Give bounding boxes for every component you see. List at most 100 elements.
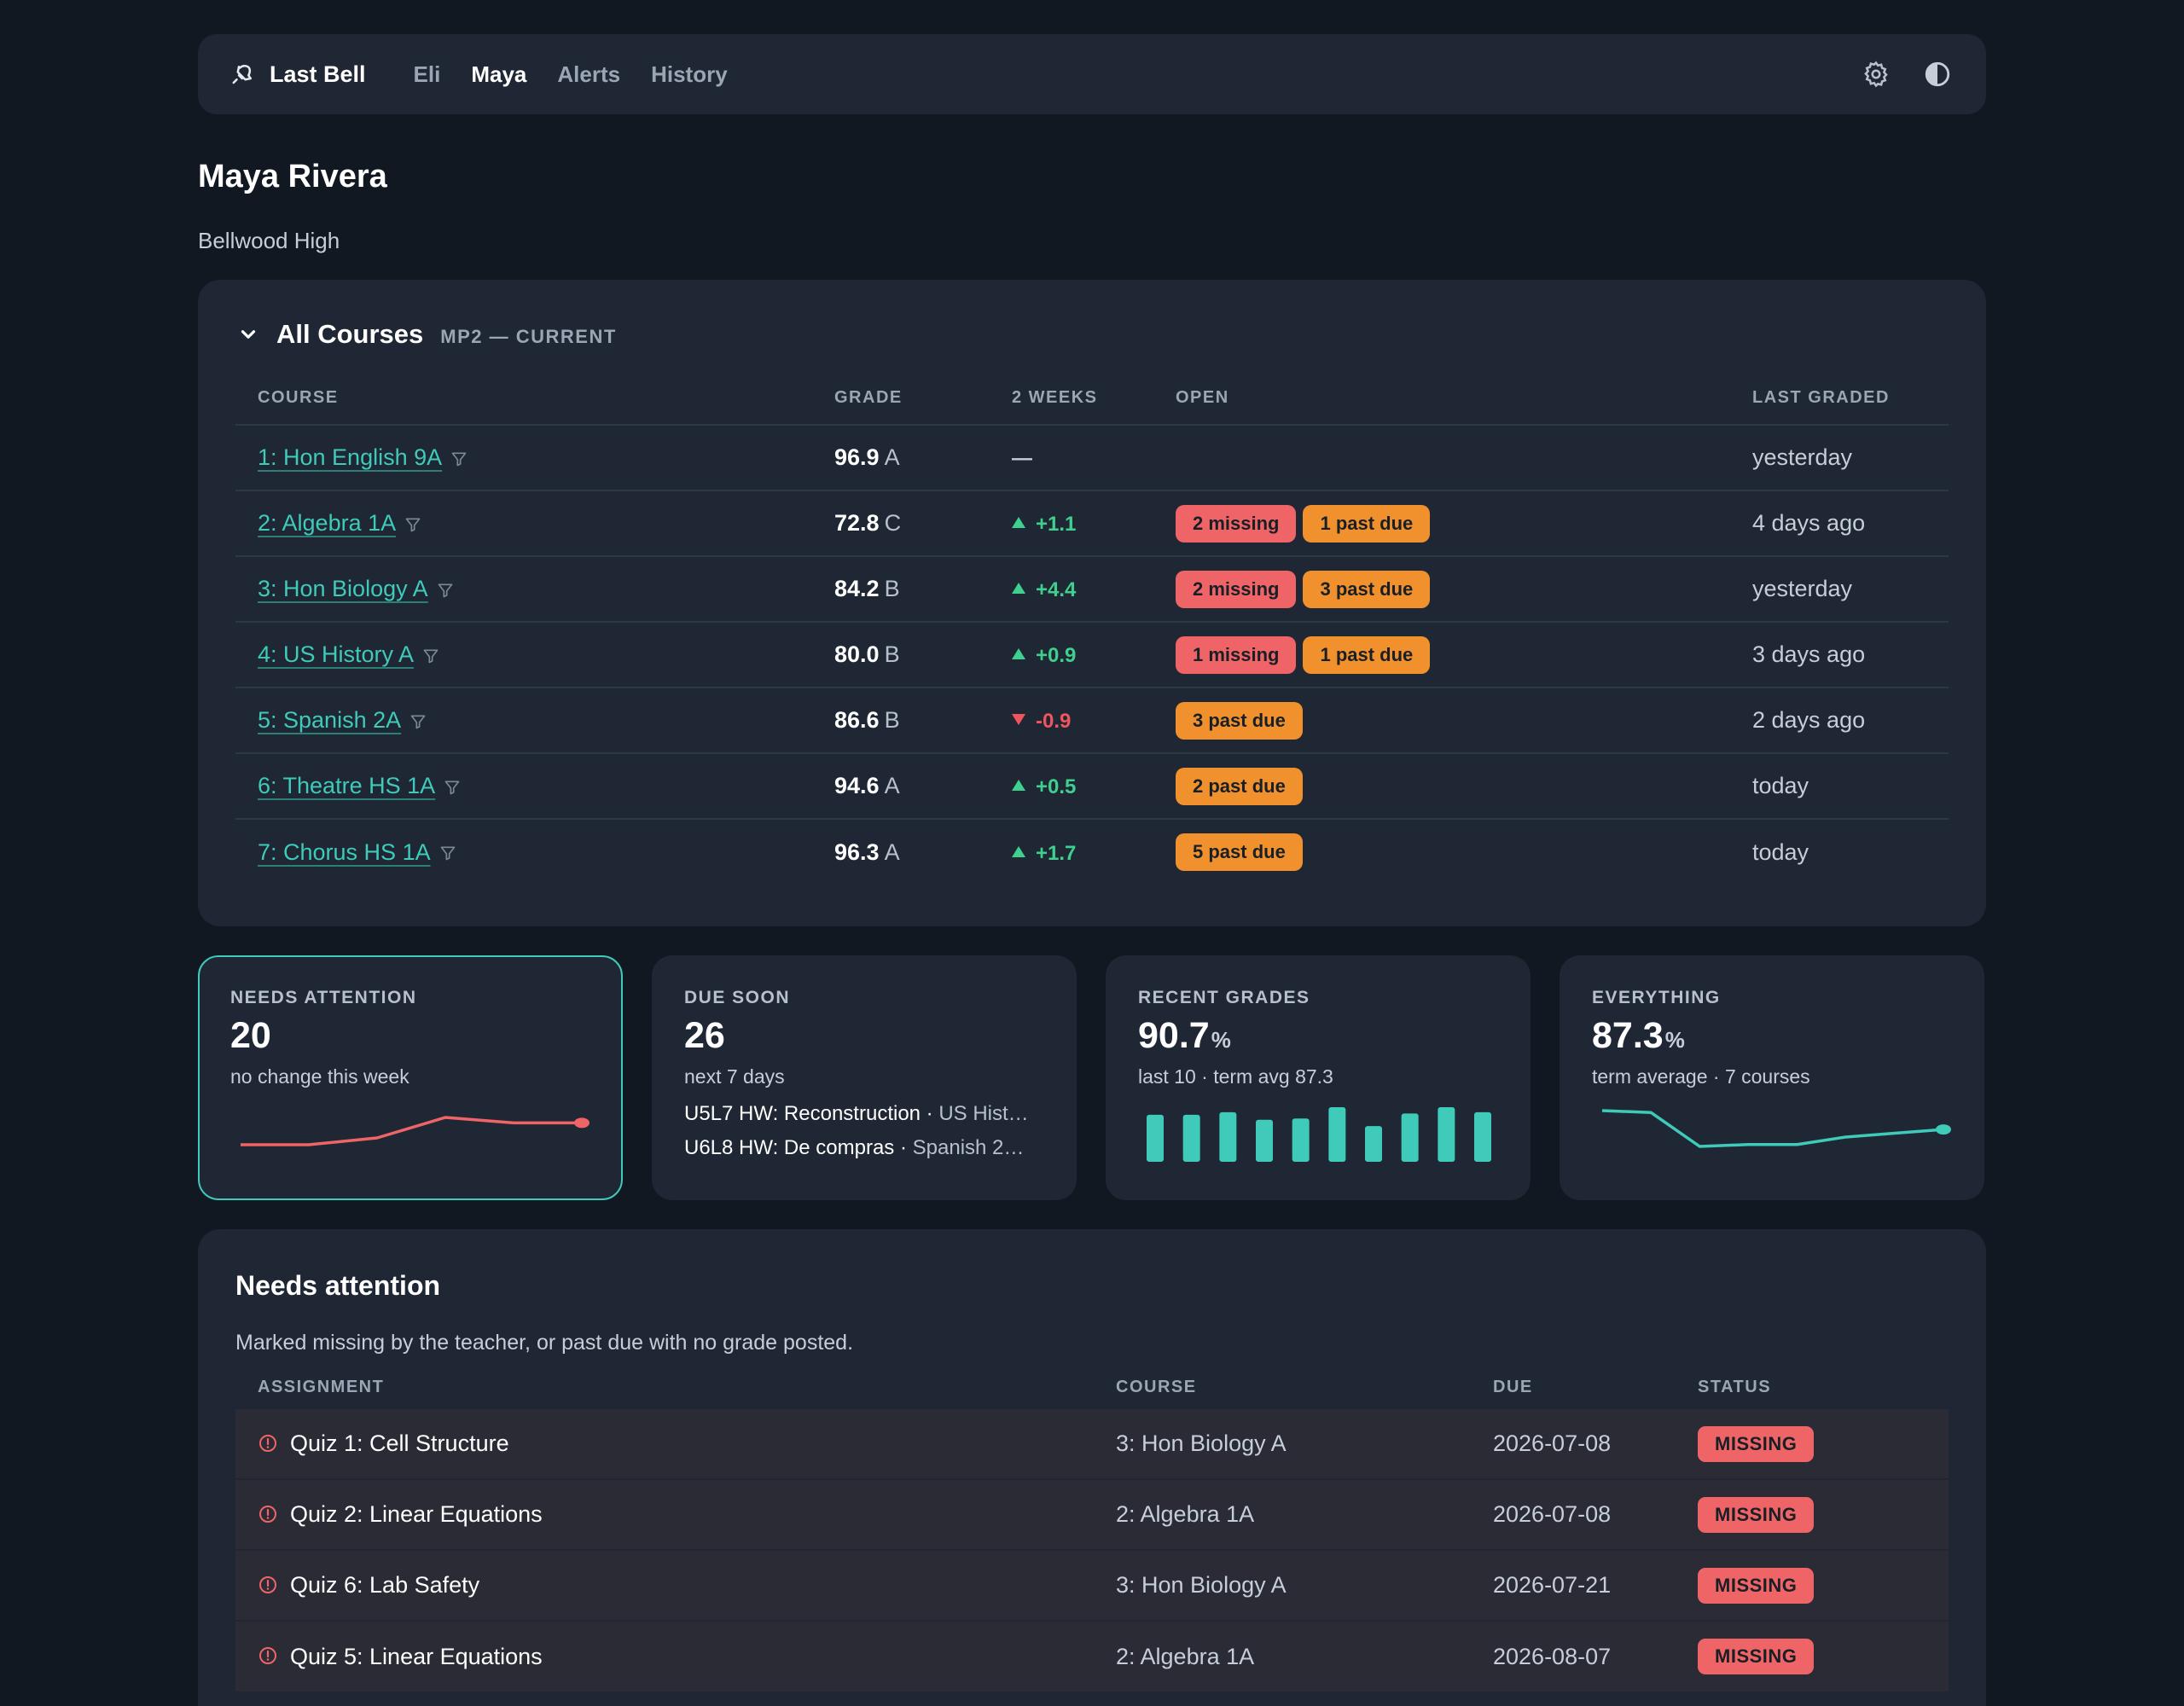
grade-bar bbox=[1147, 1114, 1164, 1162]
nav-link-maya[interactable]: Maya bbox=[471, 61, 527, 87]
assignment-cell: Quiz 2: Linear Equations bbox=[235, 1478, 1094, 1550]
nav-link-history[interactable]: History bbox=[651, 61, 728, 87]
card-value: 90.7% bbox=[1138, 1015, 1498, 1057]
past-due-badge[interactable]: 5 past due bbox=[1176, 833, 1303, 871]
course-link[interactable]: 2: Algebra 1A bbox=[258, 510, 397, 536]
course-link[interactable]: 7: Chorus HS 1A bbox=[258, 838, 431, 865]
course-link[interactable]: 1: Hon English 9A bbox=[258, 444, 443, 470]
card-title: DUE SOON bbox=[684, 988, 791, 1007]
needs-row[interactable]: Quiz 5: Linear Equations 2: Algebra 1A 202… bbox=[235, 1620, 1949, 1691]
assignment-name[interactable]: Quiz 2: Linear Equations bbox=[290, 1501, 543, 1527]
open-cell: 3 past due bbox=[1153, 688, 1730, 754]
filter-icon[interactable] bbox=[404, 516, 421, 533]
courses-title: All Courses bbox=[276, 319, 424, 349]
open-cell: 2 missing 3 past due bbox=[1153, 556, 1730, 623]
due-item-course: Spanish 2… bbox=[912, 1136, 1025, 1159]
filter-icon[interactable] bbox=[439, 844, 456, 862]
col-course: COURSE bbox=[235, 372, 812, 426]
theme-toggle-icon[interactable] bbox=[1923, 60, 1952, 89]
course-cell: 3: Hon Biology A bbox=[235, 556, 812, 623]
grade-value: 96.9 bbox=[834, 444, 880, 470]
course-row[interactable]: 7: Chorus HS 1A 96.3 A +1.7 5 past due today bbox=[235, 819, 1949, 885]
brand[interactable]: Last Bell bbox=[230, 61, 366, 88]
past-due-badge[interactable]: 1 past due bbox=[1303, 504, 1431, 543]
nav-link-eli[interactable]: Eli bbox=[413, 61, 441, 87]
due-item-course: US Hist… bbox=[938, 1102, 1029, 1125]
course-link[interactable]: 6: Theatre HS 1A bbox=[258, 773, 436, 798]
course-link[interactable]: 3: Hon Biology A bbox=[258, 576, 428, 601]
needs-row[interactable]: Quiz 1: Cell Structure 3: Hon Biology A 20… bbox=[235, 1407, 1949, 1479]
col-due: DUE bbox=[1493, 1378, 1533, 1396]
recent-grades-card[interactable]: RECENT GRADES 90.7% last 10 · term avg 8… bbox=[1106, 955, 1531, 1200]
past-due-badge[interactable]: 3 past due bbox=[1176, 701, 1303, 740]
course-link[interactable]: 5: Spanish 2A bbox=[258, 707, 402, 733]
assignment-name[interactable]: Quiz 5: Linear Equations bbox=[290, 1643, 543, 1669]
card-value: 87.3% bbox=[1592, 1015, 1952, 1057]
grade-bar bbox=[1256, 1119, 1273, 1162]
due-item[interactable]: U6L8 HW: De compras · Spanish 2… bbox=[684, 1136, 1025, 1159]
past-due-badge[interactable]: 3 past due bbox=[1303, 570, 1431, 608]
course-cell: 2: Algebra 1A bbox=[235, 490, 812, 557]
filter-icon[interactable] bbox=[422, 647, 439, 664]
missing-badge[interactable]: 1 missing bbox=[1176, 635, 1297, 674]
card-subtitle: last 10 · term avg 87.3 bbox=[1138, 1065, 1333, 1088]
card-value: 26 bbox=[684, 1015, 725, 1056]
everything-card[interactable]: EVERYTHING 87.3% term average · 7 course… bbox=[1560, 955, 1984, 1200]
status-badge: MISSING bbox=[1698, 1425, 1815, 1462]
card-value-unit: % bbox=[1664, 1027, 1685, 1053]
student-name: Maya Rivera bbox=[198, 159, 387, 194]
grade-bar bbox=[1438, 1107, 1455, 1162]
course-link[interactable]: 4: US History A bbox=[258, 641, 415, 667]
filter-icon[interactable] bbox=[410, 713, 427, 730]
assignment-name[interactable]: Quiz 1: Cell Structure bbox=[290, 1430, 509, 1456]
grade-value: 72.8 bbox=[834, 510, 880, 536]
card-value: 20 bbox=[230, 1015, 271, 1056]
needs-row[interactable]: Quiz 6: Lab Safety 3: Hon Biology A 2026-0… bbox=[235, 1549, 1949, 1621]
courses-header[interactable]: All Courses MP2 — CURRENT bbox=[235, 319, 1949, 350]
past-due-badge[interactable]: 1 past due bbox=[1303, 635, 1431, 674]
grade-letter: B bbox=[884, 707, 900, 733]
grade-bar bbox=[1182, 1114, 1200, 1162]
card-subtitle: no change this week bbox=[230, 1065, 410, 1088]
needs-row[interactable]: Quiz 2: Linear Equations 2: Algebra 1A 202… bbox=[235, 1478, 1949, 1550]
two-week-change: +0.5 bbox=[990, 753, 1153, 820]
last-graded: yesterday bbox=[1730, 556, 1949, 623]
trend-endpoint bbox=[1936, 1124, 1951, 1135]
course-row[interactable]: 6: Theatre HS 1A 94.6 A +0.5 2 past due today bbox=[235, 753, 1949, 820]
grade-bar bbox=[1292, 1118, 1310, 1162]
due-item[interactable]: U5L7 HW: Reconstruction · US Hist… bbox=[684, 1102, 1029, 1125]
course-row[interactable]: 3: Hon Biology A 84.2 B +4.4 2 missing 3 past… bbox=[235, 556, 1949, 623]
past-due-badge[interactable]: 2 past due bbox=[1176, 767, 1303, 805]
filter-icon[interactable] bbox=[450, 450, 468, 467]
nav-link-alerts[interactable]: Alerts bbox=[557, 61, 621, 87]
open-cell: 1 missing 1 past due bbox=[1153, 622, 1730, 688]
filter-icon[interactable] bbox=[437, 582, 454, 599]
nav-links: Eli Maya Alerts History bbox=[414, 61, 728, 88]
arrow-up-icon bbox=[1012, 583, 1025, 595]
course-row[interactable]: 5: Spanish 2A 86.6 B -0.9 3 past due 2 days a… bbox=[235, 688, 1949, 754]
due-soon-card[interactable]: DUE SOON 26 next 7 days U5L7 HW: Reconst… bbox=[652, 955, 1077, 1200]
card-title: RECENT GRADES bbox=[1138, 988, 1310, 1007]
status-cell: MISSING bbox=[1676, 1407, 1949, 1479]
grade-cell: 84.2 B bbox=[812, 556, 990, 623]
assignment-name[interactable]: Quiz 6: Lab Safety bbox=[290, 1572, 480, 1598]
col-open: OPEN bbox=[1153, 372, 1730, 426]
missing-badge[interactable]: 2 missing bbox=[1176, 570, 1297, 608]
course-row[interactable]: 4: US History A 80.0 B +0.9 1 missing 1 past … bbox=[235, 622, 1949, 688]
needs-attention-sparkline bbox=[241, 1116, 590, 1146]
two-week-change: -0.9 bbox=[990, 688, 1153, 754]
chevron-down-icon[interactable] bbox=[237, 323, 259, 345]
course-row[interactable]: 1: Hon English 9A 96.9 A — yesterday bbox=[235, 425, 1949, 491]
grade-value: 96.3 bbox=[834, 838, 880, 865]
two-week-change: +4.4 bbox=[990, 556, 1153, 623]
course-row[interactable]: 2: Algebra 1A 72.8 C +1.1 2 missing 1 past du… bbox=[235, 490, 1949, 557]
open-cell bbox=[1153, 425, 1730, 491]
needs-attention-card[interactable]: NEEDS ATTENTION 20 no change this week bbox=[198, 955, 623, 1200]
gear-icon[interactable] bbox=[1862, 60, 1891, 89]
due-item-name: U6L8 HW: De compras bbox=[684, 1136, 895, 1159]
missing-badge[interactable]: 2 missing bbox=[1176, 504, 1297, 543]
filter-icon[interactable] bbox=[444, 779, 461, 796]
top-nav: Last Bell Eli Maya Alerts History bbox=[198, 34, 1986, 114]
summary-cards: NEEDS ATTENTION 20 no change this week D… bbox=[198, 955, 1986, 1200]
assignment-cell: Quiz 6: Lab Safety bbox=[235, 1549, 1094, 1621]
